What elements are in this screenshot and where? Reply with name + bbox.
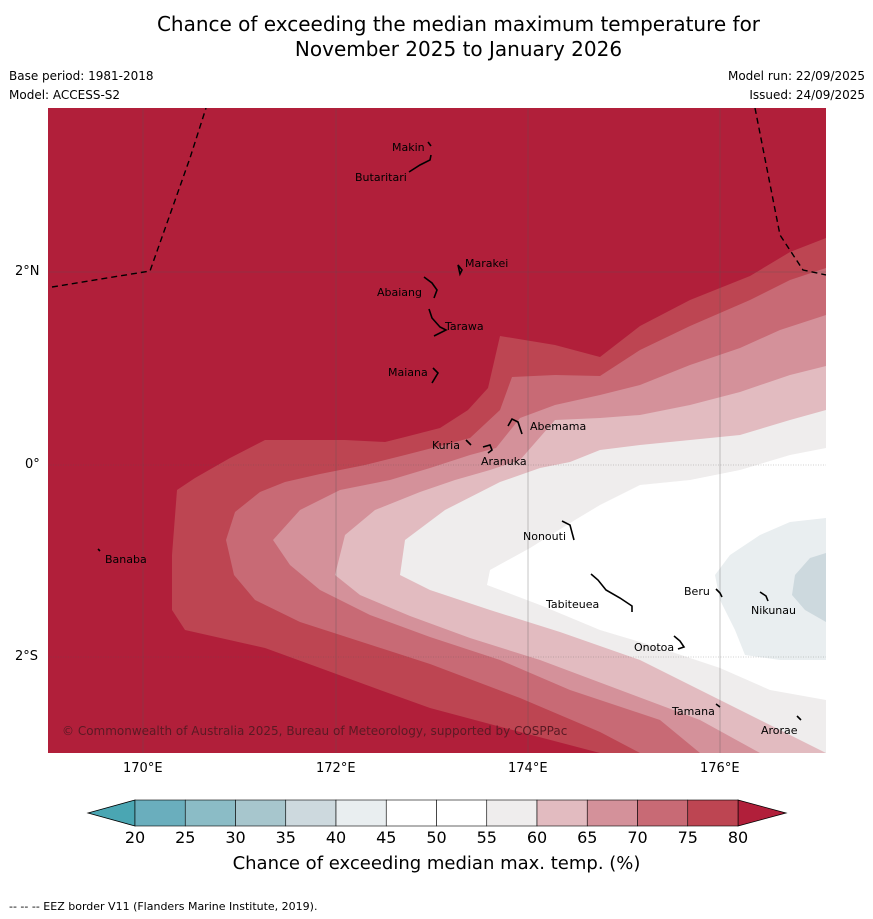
colorbar-segment	[637, 799, 689, 827]
colorbar-segment	[536, 799, 588, 827]
base-period: Base period: 1981-2018	[9, 69, 154, 83]
island-label: Abaiang	[377, 286, 422, 299]
credit-text: © Commonwealth of Australia 2025, Bureau…	[62, 724, 568, 738]
island-label: Makin	[392, 141, 425, 154]
colorbar-tick-labels: 20 25 30 35 40 45 50 55 60 65 70 75 80	[0, 828, 873, 848]
title-line-1: Chance of exceeding the median maximum t…	[156, 12, 761, 36]
island-label: Tamana	[671, 705, 715, 718]
colorbar-segment	[486, 799, 538, 827]
colorbar-segment	[687, 799, 739, 827]
island-label: Banaba	[105, 553, 147, 566]
gridlines	[48, 108, 826, 753]
island-label: Tarawa	[444, 320, 484, 333]
eez-legend-footer: -- -- -- EEZ border V11 (Flanders Marine…	[9, 900, 318, 913]
colorbar-under-arrow	[86, 799, 136, 827]
island-label: Kuria	[432, 439, 460, 452]
colorbar-segment	[235, 799, 287, 827]
colorbar-tick-label: 25	[175, 828, 196, 847]
island-label: Marakei	[465, 257, 508, 270]
colorbar-tick-label: 60	[526, 828, 548, 847]
lat-label-0: 0°	[25, 457, 40, 472]
island-label: Maiana	[388, 366, 428, 379]
colorbar-segment	[385, 799, 437, 827]
title-line-2: November 2025 to January 2026	[294, 37, 623, 61]
chart-title: Chance of exceeding the median maximum t…	[0, 12, 873, 62]
island-label: Tabiteuea	[545, 598, 599, 611]
colorbar-tick-label: 65	[577, 828, 598, 847]
map-area	[48, 108, 826, 753]
eez-borders	[51, 108, 826, 288]
meta-right: Model run: 22/09/2025 Issued: 24/09/2025	[728, 69, 865, 107]
colorbar-segment	[335, 799, 387, 827]
model-name: Model: ACCESS-S2	[9, 88, 121, 102]
island-label: Beru	[684, 585, 710, 598]
band-35-40	[792, 553, 826, 622]
island-label: Onotoa	[634, 641, 674, 654]
meta-left: Base period: 1981-2018 Model: ACCESS-S2	[9, 69, 154, 107]
colorbar-segment	[586, 799, 638, 827]
lon-label-172: 172°E	[316, 761, 356, 776]
colorbar	[86, 799, 788, 827]
colorbar-tick-label: 50	[426, 828, 447, 847]
island-label: Nikunau	[751, 604, 796, 617]
colorbar-title: Chance of exceeding median max. temp. (%…	[232, 853, 641, 874]
issued-date: Issued: 24/09/2025	[749, 88, 865, 102]
colorbar-segment	[285, 799, 337, 827]
colorbar-tick-label: 45	[376, 828, 397, 847]
island-label: Abemama	[530, 420, 586, 433]
colorbar-tick-label: 70	[627, 828, 648, 847]
colorbar-tick-label: 40	[325, 828, 347, 847]
lon-label-174: 174°E	[508, 761, 548, 776]
lat-label-2n: 2°N	[15, 264, 40, 279]
island-label: Nonouti	[523, 530, 566, 543]
colorbar-segment	[134, 799, 186, 827]
lon-label-170: 170°E	[123, 761, 163, 776]
colorbar-tick-label: 55	[476, 828, 497, 847]
island-labels: Makin Butaritari Marakei Abaiang Tarawa …	[105, 141, 798, 737]
colorbar-segment	[184, 799, 236, 827]
lat-label-2s: 2°S	[15, 649, 39, 664]
colorbar-tick-label: 20	[124, 828, 146, 847]
island-label: Butaritari	[355, 171, 407, 184]
colorbar-segment	[436, 799, 488, 827]
colorbar-tick-label: 75	[677, 828, 698, 847]
colorbar-tick-label: 30	[225, 828, 246, 847]
colorbar-over-arrow	[737, 799, 788, 827]
island-label: Aranuka	[481, 455, 527, 468]
colorbar-tick-label: 35	[275, 828, 296, 847]
model-run: Model run: 22/09/2025	[727, 69, 865, 83]
lon-label-176: 176°E	[700, 761, 740, 776]
band-40-45	[715, 518, 826, 660]
colorbar-tick-label: 80	[727, 828, 749, 847]
island-label: Arorae	[761, 724, 798, 737]
island-outlines	[97, 141, 802, 721]
